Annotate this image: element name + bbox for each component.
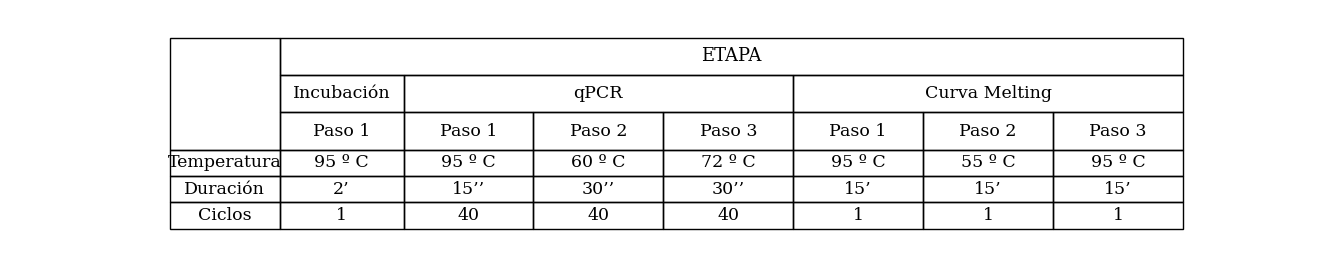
Text: Temperatura: Temperatura xyxy=(168,154,281,171)
Bar xyxy=(923,202,1053,229)
Text: Duración: Duración xyxy=(185,181,265,198)
Text: 15’’: 15’’ xyxy=(451,181,484,198)
Text: 95 º C: 95 º C xyxy=(1090,154,1146,171)
Bar xyxy=(533,112,664,150)
Text: Paso 1: Paso 1 xyxy=(313,122,371,140)
Text: 15’: 15’ xyxy=(845,181,873,198)
Bar xyxy=(170,150,280,176)
Bar xyxy=(664,202,793,229)
Text: 95 º C: 95 º C xyxy=(441,154,496,171)
Bar xyxy=(280,75,404,112)
Bar xyxy=(404,176,533,202)
Text: 1: 1 xyxy=(1113,207,1123,224)
Text: 2’: 2’ xyxy=(334,181,350,198)
Bar xyxy=(923,150,1053,176)
Bar xyxy=(1053,112,1183,150)
Text: Paso 3: Paso 3 xyxy=(1089,122,1147,140)
Text: qPCR: qPCR xyxy=(574,85,623,102)
Bar xyxy=(280,150,404,176)
Bar xyxy=(1053,176,1183,202)
Bar xyxy=(280,202,404,229)
Text: 95 º C: 95 º C xyxy=(830,154,886,171)
Bar xyxy=(280,112,404,150)
Text: 40: 40 xyxy=(717,207,739,224)
Text: 1: 1 xyxy=(853,207,863,224)
Text: Paso 2: Paso 2 xyxy=(960,122,1016,140)
Bar xyxy=(170,202,280,229)
Bar xyxy=(793,75,1183,112)
Bar xyxy=(533,202,664,229)
Text: Incubación: Incubación xyxy=(293,85,391,102)
Text: 40: 40 xyxy=(458,207,479,224)
Bar xyxy=(664,150,793,176)
Bar xyxy=(533,176,664,202)
Bar xyxy=(793,112,923,150)
Bar xyxy=(793,202,923,229)
Bar xyxy=(793,150,923,176)
Bar xyxy=(533,150,664,176)
Bar xyxy=(923,176,1053,202)
Text: Curva Melting: Curva Melting xyxy=(924,85,1052,102)
Text: 55 º C: 55 º C xyxy=(961,154,1015,171)
Text: 95 º C: 95 º C xyxy=(314,154,370,171)
Bar xyxy=(1053,202,1183,229)
Text: Paso 2: Paso 2 xyxy=(570,122,627,140)
Bar xyxy=(404,75,793,112)
Bar xyxy=(793,176,923,202)
Text: Ciclos: Ciclos xyxy=(198,207,252,224)
Bar xyxy=(664,176,793,202)
Text: 15’: 15’ xyxy=(974,181,1002,198)
Bar xyxy=(404,112,533,150)
Text: 1: 1 xyxy=(982,207,994,224)
Bar xyxy=(1053,150,1183,176)
Text: 30’’: 30’’ xyxy=(711,181,744,198)
Text: 40: 40 xyxy=(587,207,610,224)
Text: 60 º C: 60 º C xyxy=(572,154,626,171)
Bar xyxy=(664,112,793,150)
Text: Paso 1: Paso 1 xyxy=(440,122,498,140)
Bar xyxy=(170,176,280,202)
Text: Paso 1: Paso 1 xyxy=(829,122,887,140)
Text: Paso 3: Paso 3 xyxy=(700,122,756,140)
Bar xyxy=(170,38,280,150)
Bar xyxy=(404,202,533,229)
Bar xyxy=(923,112,1053,150)
Bar xyxy=(404,150,533,176)
Bar xyxy=(280,176,404,202)
Text: 1: 1 xyxy=(337,207,347,224)
Text: ETAPA: ETAPA xyxy=(701,48,762,65)
Text: 72 º C: 72 º C xyxy=(701,154,755,171)
Text: 30’’: 30’’ xyxy=(582,181,615,198)
Bar xyxy=(280,38,1183,75)
Text: 15’: 15’ xyxy=(1104,181,1131,198)
